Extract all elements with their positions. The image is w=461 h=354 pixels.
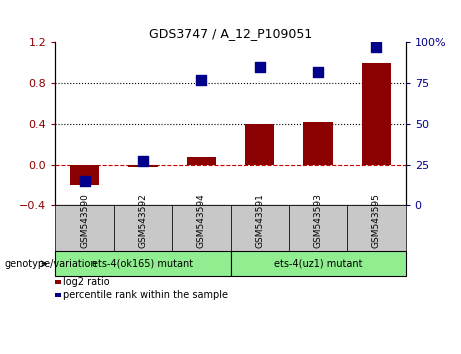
- Point: [256, 64, 263, 70]
- Bar: [245, 124, 274, 165]
- Text: GSM543595: GSM543595: [372, 193, 381, 248]
- Bar: [70, 165, 99, 185]
- Text: GSM543591: GSM543591: [255, 193, 264, 248]
- Text: GSM543594: GSM543594: [197, 193, 206, 248]
- Text: GSM543592: GSM543592: [138, 193, 148, 248]
- Bar: [187, 158, 216, 165]
- Bar: [303, 122, 333, 165]
- Text: GSM543590: GSM543590: [80, 193, 89, 248]
- Point: [198, 77, 205, 83]
- Text: percentile rank within the sample: percentile rank within the sample: [63, 290, 228, 300]
- Point: [314, 69, 322, 75]
- Title: GDS3747 / A_12_P109051: GDS3747 / A_12_P109051: [149, 27, 312, 40]
- Point: [373, 45, 380, 50]
- Text: genotype/variation: genotype/variation: [5, 259, 97, 269]
- Text: ets-4(ok165) mutant: ets-4(ok165) mutant: [92, 259, 194, 269]
- Bar: [362, 63, 391, 165]
- Text: ets-4(uz1) mutant: ets-4(uz1) mutant: [274, 259, 362, 269]
- Text: GSM543593: GSM543593: [313, 193, 323, 248]
- Text: log2 ratio: log2 ratio: [63, 277, 109, 287]
- Bar: [128, 165, 158, 167]
- Point: [139, 159, 147, 164]
- Point: [81, 178, 88, 184]
